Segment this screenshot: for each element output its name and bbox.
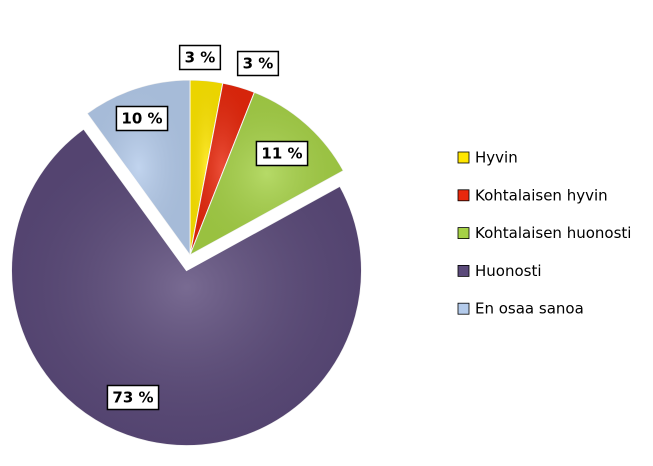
- data-label: 73 %: [112, 389, 153, 407]
- data-label-box: [255, 140, 309, 167]
- legend-swatch: [457, 264, 470, 277]
- legend-label: Kohtalaisen huonosti: [475, 224, 631, 242]
- data-label-box: [236, 50, 280, 77]
- data-label-box: [115, 105, 169, 132]
- data-label: 10 %: [121, 110, 162, 128]
- legend-label: Hyvin: [475, 149, 518, 167]
- legend-label: En osaa sanoa: [475, 300, 584, 318]
- data-label: 3 %: [243, 55, 274, 73]
- legend-swatch: [457, 227, 470, 240]
- data-label: 11 %: [261, 145, 302, 163]
- data-label-box: [106, 384, 160, 411]
- legend-swatch: [457, 189, 470, 202]
- legend-label: Kohtalaisen hyvin: [475, 186, 608, 204]
- legend-label: Huonosti: [475, 262, 542, 280]
- data-label-box: [178, 44, 222, 71]
- legend-swatch: [457, 151, 470, 164]
- legend-swatch: [457, 302, 470, 315]
- data-label: 3 %: [185, 49, 216, 67]
